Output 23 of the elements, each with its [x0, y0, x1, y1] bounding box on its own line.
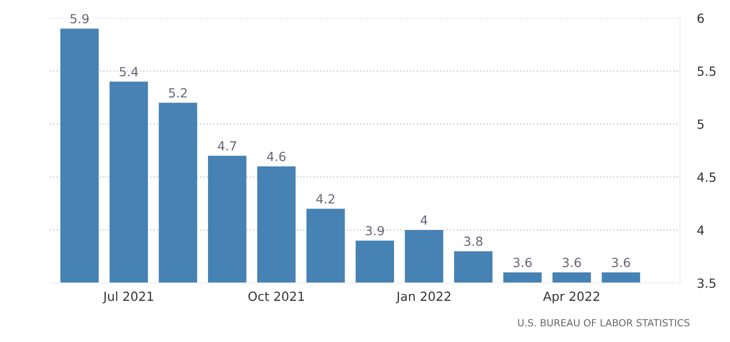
data-label: 3.9 [366, 226, 384, 236]
data-label: 3.8 [464, 236, 482, 246]
data-label: 5.9 [70, 14, 89, 24]
data-label: 5.4 [120, 67, 138, 76]
data-label: 5.2 [168, 88, 187, 98]
y-tick-label: 6 [698, 13, 704, 23]
data-label: 4.7 [218, 141, 236, 150]
data-label: 4 [420, 216, 428, 225]
data-label: 4.6 [267, 152, 286, 162]
x-tick-label: Apr 2022 [543, 292, 600, 304]
y-tick-label: 5 [698, 120, 704, 129]
data-label: 3.6 [612, 258, 630, 268]
y-tick-label: 5.5 [698, 66, 716, 76]
data-label: 3.6 [562, 258, 581, 268]
x-tick-label: Oct 2021 [248, 292, 304, 302]
y-tick-label: 3.5 [698, 278, 716, 288]
y-tick-label: 4.5 [697, 172, 716, 182]
data-label: 4.2 [316, 194, 334, 204]
x-tick-label: Jul 2021 [102, 291, 154, 304]
data-label: 3.6 [514, 258, 532, 268]
x-tick-label: Jan 2022 [396, 292, 450, 304]
y-tick-label: 4 [697, 226, 704, 235]
text: U.S. BUREAU OF LABOR STATISTICS [518, 319, 690, 326]
